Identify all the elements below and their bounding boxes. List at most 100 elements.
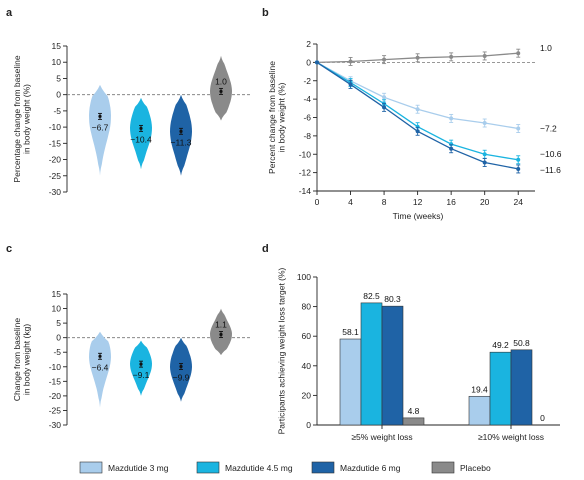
panel-d-bar-value-label: 80.3 bbox=[384, 294, 401, 304]
panel-letter-b: b bbox=[262, 7, 269, 19]
panel-b-end-label: −10.6 bbox=[540, 149, 562, 159]
panel-b-y-tick-label: 2 bbox=[306, 39, 311, 49]
legend-swatch bbox=[79, 461, 103, 474]
panel-a-mean-label: 1.0 bbox=[215, 76, 227, 86]
panel-a-mean-label: −10.4 bbox=[130, 134, 152, 144]
legend-swatch bbox=[431, 461, 455, 474]
panel-letter-a: a bbox=[6, 7, 13, 19]
panel-b-data-point bbox=[415, 55, 420, 60]
legend-label: Mazdutide 4.5 mg bbox=[225, 463, 293, 473]
panel-c-y-tick-label: 10 bbox=[52, 304, 62, 314]
panel-c-y-tick-label: -10 bbox=[49, 362, 62, 372]
panel-c-y-tick-label: 5 bbox=[56, 318, 61, 328]
panel-a-y-axis-title: Percentage change from baselinein body w… bbox=[12, 55, 32, 182]
panel-d-bar-value-label: 82.5 bbox=[363, 291, 380, 301]
panel-c-mean-label: 1.1 bbox=[215, 319, 227, 329]
panel-a-y-tick-label: -10 bbox=[49, 122, 62, 132]
panel-b-y-tick-label: -10 bbox=[299, 149, 312, 159]
panel-b-x-axis-title: Time (weeks) bbox=[393, 211, 444, 221]
panel-a-y-tick-label: -5 bbox=[53, 106, 61, 116]
panel-a-mean-point bbox=[139, 126, 143, 131]
panel-a-mean-label: −11.3 bbox=[171, 137, 192, 147]
panel-a-y-tick-label: -25 bbox=[49, 171, 62, 181]
panel-d-bar bbox=[360, 302, 383, 426]
panel-c-violin bbox=[89, 331, 111, 408]
panel-d-bar-chart: 100 80 60 40 20 0 Participants achieving weigh… bbox=[277, 267, 560, 442]
panel-b-data-point bbox=[516, 157, 521, 162]
panel-a-y-tick-label: 0 bbox=[56, 90, 61, 100]
panel-b-x-tick-label: 24 bbox=[513, 197, 523, 207]
panel-b-x-tick-label: 8 bbox=[382, 197, 387, 207]
panel-d-bar-value-label: 49.2 bbox=[492, 340, 509, 350]
panel-b-data-point bbox=[516, 166, 521, 171]
panel-letter-c: c bbox=[6, 243, 12, 255]
panel-a-y-tick-label: -30 bbox=[49, 187, 62, 197]
panel-b-x-tick-label: 16 bbox=[446, 197, 456, 207]
panel-b-y-tick-label: -6 bbox=[303, 113, 311, 123]
panel-a-y-tick-label: 10 bbox=[52, 57, 62, 67]
panel-d-y-tick-label: 0 bbox=[306, 420, 311, 430]
panel-b-y-tick-label: -12 bbox=[299, 168, 312, 178]
panel-a-y-tick-label: -15 bbox=[49, 138, 62, 148]
panel-b-y-tick-label: -4 bbox=[303, 94, 311, 104]
panel-b-y-tick-label: -8 bbox=[303, 131, 311, 141]
panel-c-mean-point bbox=[179, 364, 183, 369]
panel-c-y-tick-label: 0 bbox=[56, 333, 61, 343]
panel-a-y-tick-label: 5 bbox=[56, 73, 61, 83]
panel-c-mean-point bbox=[139, 362, 143, 366]
panel-c-y-tick-label: -25 bbox=[49, 405, 62, 415]
panel-b-data-point bbox=[449, 54, 454, 59]
legend: Mazdutide 3 mg Mazdutide 4.5 mg Mazdutide … bbox=[79, 461, 491, 474]
legend-label: Placebo bbox=[460, 463, 491, 473]
panel-b-y-tick-label: 0 bbox=[306, 57, 311, 67]
panel-d-bar bbox=[381, 305, 404, 426]
panel-b-end-label: 1.0 bbox=[540, 43, 552, 53]
panel-d-y-tick-label: 100 bbox=[297, 272, 311, 282]
panel-d-bar bbox=[489, 351, 512, 426]
panel-d-bar-value-label: 19.4 bbox=[471, 384, 488, 394]
legend-swatch bbox=[311, 461, 335, 474]
panel-b-data-point bbox=[382, 105, 387, 110]
panel-a-violin bbox=[130, 97, 152, 170]
panel-a-mean-label: −6.7 bbox=[92, 122, 109, 132]
panel-b-data-point bbox=[482, 152, 487, 157]
panel-c-y-tick-label: -20 bbox=[49, 391, 62, 401]
panel-d-y-tick-label: 20 bbox=[302, 390, 312, 400]
panel-c-mean-label: −9.1 bbox=[133, 370, 150, 380]
panel-a-violin-chart: 15 10 5 0 -5 -10 -15 -20 -25 -30 Percentage change… bbox=[12, 41, 250, 197]
panel-b-data-point bbox=[348, 82, 353, 87]
panel-a-mean-point bbox=[219, 89, 223, 94]
panel-a-violin bbox=[89, 84, 111, 176]
panel-a-violin bbox=[170, 94, 192, 176]
panel-b-data-point bbox=[348, 59, 353, 64]
panel-c-mean-label: −6.4 bbox=[92, 362, 109, 372]
panel-b-data-point bbox=[516, 126, 521, 131]
panel-d-y-tick-label: 60 bbox=[302, 331, 312, 341]
panel-c-mean-point bbox=[219, 332, 223, 337]
panel-c-mean-label: −9.9 bbox=[173, 372, 190, 382]
panel-b-x-tick-label: 12 bbox=[413, 197, 423, 207]
panel-d-category-label: ≥10% weight loss bbox=[478, 432, 544, 442]
panel-b-data-point bbox=[449, 116, 454, 121]
panel-d-y-axis-title: Participants achieving weight loss targe… bbox=[277, 267, 287, 434]
panel-b-data-point bbox=[482, 53, 487, 58]
panel-b-y-tick-label: -14 bbox=[299, 186, 312, 196]
panel-b-x-tick-label: 4 bbox=[348, 197, 353, 207]
panel-c-violin-chart: 15 10 5 0 -5 -10 -15 -20 -25 -30 Change from basel… bbox=[12, 289, 250, 430]
panel-d-bar-value-label: 0 bbox=[540, 413, 545, 423]
panel-c-y-tick-label: -15 bbox=[49, 376, 62, 386]
panel-d-bar bbox=[402, 417, 425, 426]
panel-b-data-point bbox=[449, 146, 454, 151]
panel-d-bar bbox=[510, 349, 533, 426]
panel-b-data-point bbox=[382, 57, 387, 62]
legend-swatch bbox=[196, 461, 220, 474]
panel-c-y-tick-label: -30 bbox=[49, 420, 62, 430]
panel-b-end-label: −7.2 bbox=[540, 124, 557, 134]
panel-a-y-tick-label: 15 bbox=[52, 41, 62, 51]
panel-d-bar bbox=[468, 395, 491, 426]
panel-b-y-tick-label: -2 bbox=[303, 76, 311, 86]
panel-a-y-tick-label: -20 bbox=[49, 155, 62, 165]
panel-b-data-point bbox=[415, 129, 420, 134]
panel-letter-d: d bbox=[262, 243, 269, 255]
